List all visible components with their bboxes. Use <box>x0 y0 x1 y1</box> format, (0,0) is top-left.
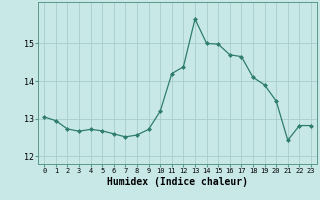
X-axis label: Humidex (Indice chaleur): Humidex (Indice chaleur) <box>107 177 248 187</box>
